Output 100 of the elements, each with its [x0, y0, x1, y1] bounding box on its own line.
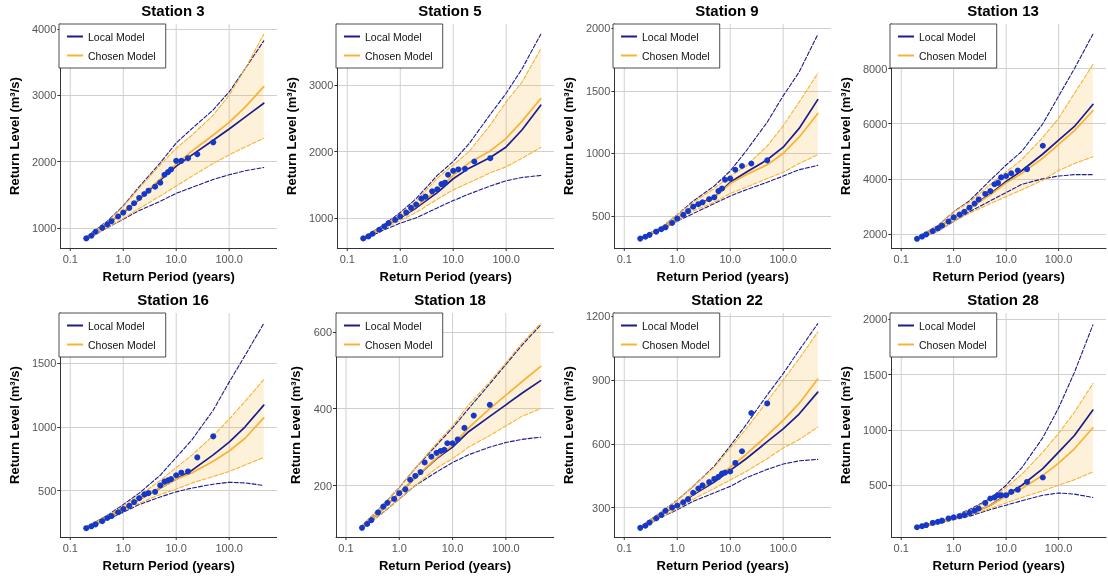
legend-label: Chosen Model — [365, 49, 433, 62]
y-tick-label: 1000 — [31, 221, 57, 234]
y-tick-label: 1200 — [585, 310, 611, 323]
y-tick-label: 500 — [869, 479, 888, 492]
chart-title: Station 9 — [695, 2, 759, 19]
x-axis-title: Return Period (years) — [932, 558, 1065, 573]
x-tick-label: 100.0 — [492, 252, 520, 265]
y-tick-label: 2000 — [862, 313, 888, 326]
legend-label: Local Model — [88, 30, 145, 43]
x-tick-label: 0.1 — [616, 541, 632, 554]
x-tick-label: 10.0 — [165, 541, 187, 554]
chart-title: Station 18 — [414, 291, 486, 308]
y-tick-label: 8000 — [862, 62, 888, 75]
x-tick-label: 10.0 — [995, 252, 1017, 265]
y-tick-label: 300 — [592, 501, 611, 514]
x-tick-label: 0.1 — [616, 252, 632, 265]
y-tick-label: 3000 — [31, 89, 57, 102]
x-tick-label: 1.0 — [946, 541, 962, 554]
x-tick-label: 10.0 — [719, 252, 741, 265]
legend-label: Chosen Model — [919, 49, 987, 62]
x-axis-title: Return Period (years) — [378, 558, 512, 573]
legend-label: Local Model — [365, 319, 422, 332]
y-tick-label: 4000 — [862, 172, 888, 185]
chart-title: Station 5 — [418, 2, 482, 19]
y-tick-label: 500 — [38, 484, 57, 497]
legend-label: Local Model — [642, 319, 699, 332]
x-axis-title: Return Period (years) — [656, 269, 789, 284]
legend-label: Local Model — [365, 30, 422, 43]
y-axis-title: Return Level (m³/s) — [561, 77, 576, 195]
y-tick-label: 2000 — [585, 22, 611, 35]
chart-title: Station 3 — [141, 2, 205, 19]
y-axis-title: Return Level (m³/s) — [838, 77, 853, 195]
y-tick-label: 2000 — [862, 227, 888, 240]
y-tick-label: 3000 — [308, 79, 334, 92]
y-tick-label: 2000 — [308, 145, 334, 158]
y-axis-title: Return Level (m³/s) — [288, 366, 303, 484]
y-tick-label: 4000 — [31, 22, 57, 35]
y-tick-label: 900 — [592, 374, 611, 387]
x-tick-label: 10.0 — [165, 252, 187, 265]
x-tick-label: 1.0 — [115, 541, 131, 554]
chart-title: Station 13 — [967, 2, 1039, 19]
x-tick-label: 10.0 — [719, 541, 741, 554]
y-tick-label: 1500 — [585, 84, 611, 97]
legend-label: Chosen Model — [88, 338, 156, 351]
legend-label: Chosen Model — [365, 338, 433, 351]
x-axis-title: Return Period (years) — [932, 269, 1065, 284]
y-axis-title: Return Level (m³/s) — [284, 77, 299, 195]
x-tick-label: 100.0 — [769, 252, 797, 265]
y-tick-label: 200 — [313, 479, 332, 492]
legend-label: Local Model — [919, 30, 976, 43]
x-tick-label: 0.1 — [62, 252, 78, 265]
x-tick-label: 1.0 — [115, 252, 131, 265]
x-tick-label: 100.0 — [1044, 252, 1073, 265]
y-tick-label: 1000 — [308, 211, 334, 224]
x-axis-title: Return Period (years) — [102, 558, 235, 573]
x-tick-label: 100.0 — [215, 541, 243, 554]
y-axis-title: Return Level (m³/s) — [561, 366, 576, 484]
x-axis-title: Return Period (years) — [102, 269, 235, 284]
x-tick-label: 0.1 — [893, 541, 909, 554]
x-tick-label: 100.0 — [769, 541, 797, 554]
legend-label: Local Model — [642, 30, 699, 43]
y-axis-title: Return Level (m³/s) — [838, 366, 853, 484]
y-tick-label: 1500 — [31, 357, 57, 369]
legend-label: Local Model — [919, 319, 976, 332]
y-tick-label: 400 — [313, 402, 332, 415]
y-tick-label: 6000 — [862, 117, 888, 130]
y-tick-label: 1000 — [862, 423, 888, 436]
x-tick-label: 10.0 — [441, 541, 464, 554]
x-tick-label: 0.1 — [62, 541, 78, 554]
x-tick-label: 100.0 — [492, 541, 520, 554]
y-tick-label: 600 — [592, 437, 611, 450]
x-tick-label: 100.0 — [1044, 541, 1073, 554]
x-tick-label: 1.0 — [392, 252, 408, 265]
legend-label: Chosen Model — [642, 338, 710, 351]
chart-title: Station 16 — [137, 291, 209, 308]
legend-label: Local Model — [88, 319, 145, 332]
y-axis-title: Return Level (m³/s) — [7, 366, 22, 484]
y-tick-label: 1000 — [585, 147, 611, 160]
y-tick-label: 1000 — [31, 420, 57, 433]
y-axis-title: Return Level (m³/s) — [7, 77, 22, 195]
x-axis-title: Return Period (years) — [656, 558, 789, 573]
y-tick-label: 1500 — [862, 368, 888, 381]
x-tick-label: 1.0 — [946, 252, 962, 265]
x-tick-label: 10.0 — [442, 252, 464, 265]
chart-title: Station 22 — [691, 291, 763, 308]
x-tick-label: 10.0 — [995, 541, 1017, 554]
x-tick-label: 1.0 — [391, 541, 407, 554]
chart-title: Station 28 — [967, 291, 1039, 308]
y-tick-label: 500 — [592, 210, 611, 223]
legend-label: Chosen Model — [919, 338, 987, 351]
x-axis-title: Return Period (years) — [379, 269, 512, 284]
legend-label: Chosen Model — [88, 49, 156, 62]
x-tick-label: 0.1 — [893, 252, 909, 265]
x-tick-label: 100.0 — [215, 252, 243, 265]
x-tick-label: 1.0 — [669, 252, 685, 265]
x-tick-label: 1.0 — [669, 541, 685, 554]
x-tick-label: 0.1 — [338, 541, 354, 554]
y-tick-label: 600 — [313, 325, 332, 338]
x-tick-label: 0.1 — [339, 252, 355, 265]
legend-label: Chosen Model — [642, 49, 710, 62]
